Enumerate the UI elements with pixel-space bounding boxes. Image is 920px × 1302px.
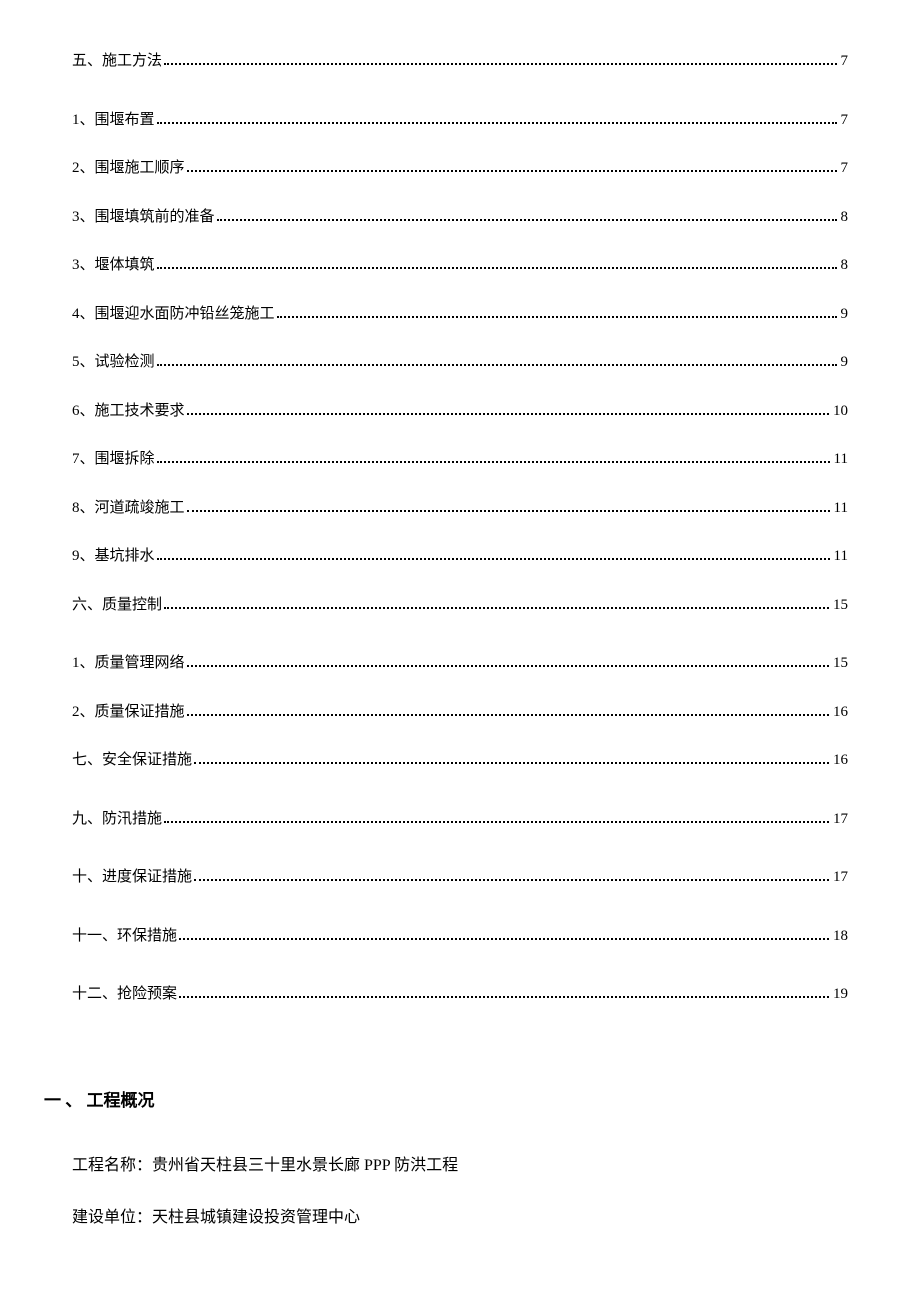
toc-leader-dots [157,558,830,560]
toc-title: 五、施工方法 [72,50,162,73]
toc-entry[interactable]: 1、围堰布置 7 [72,109,848,132]
toc-page-number: 7 [841,50,849,73]
toc-entry[interactable]: 十二、抢险预案 19 [72,983,848,1006]
toc-leader-dots [179,938,829,940]
toc-title: 4、围堰迎水面防冲铅丝笼施工 [72,303,275,326]
toc-page-number: 15 [833,652,848,675]
toc-title: 2、质量保证措施 [72,701,185,724]
toc-leader-dots [157,267,837,269]
toc-entry[interactable]: 5、试验检测 9 [72,351,848,374]
toc-page-number: 18 [833,925,848,948]
toc-entry[interactable]: 1、质量管理网络 15 [72,652,848,675]
toc-entry[interactable]: 七、安全保证措施 16 [72,749,848,772]
toc-title: 1、质量管理网络 [72,652,185,675]
toc-title: 2、围堰施工顺序 [72,157,185,180]
toc-page-number: 8 [841,206,849,229]
toc-page-number: 17 [833,808,848,831]
toc-title: 9、基坑排水 [72,545,155,568]
toc-title: 3、围堰填筑前的准备 [72,206,215,229]
toc-title: 十、进度保证措施 [72,866,192,889]
toc-leader-dots [194,879,829,881]
toc-entry[interactable]: 六、质量控制 15 [72,594,848,617]
toc-page-number: 9 [841,303,849,326]
toc-page-number: 10 [833,400,848,423]
toc-leader-dots [157,461,830,463]
toc-entry[interactable]: 3、堰体填筑 8 [72,254,848,277]
toc-page-number: 9 [841,351,849,374]
toc-leader-dots [187,170,837,172]
toc-entry[interactable]: 8、河道疏竣施工 11 [72,497,848,520]
toc-entry[interactable]: 九、防汛措施 17 [72,808,848,831]
toc-entry[interactable]: 7、围堰拆除 11 [72,448,848,471]
toc-page-number: 17 [833,866,848,889]
body-paragraph: 工程名称：贵州省天柱县三十里水景长廊 PPP 防洪工程 [72,1151,848,1181]
toc-entry[interactable]: 五、施工方法 7 [72,50,848,73]
toc-leader-dots [277,316,837,318]
toc-page-number: 16 [833,749,848,772]
toc-title: 5、试验检测 [72,351,155,374]
toc-title: 1、围堰布置 [72,109,155,132]
toc-entry[interactable]: 4、围堰迎水面防冲铅丝笼施工 9 [72,303,848,326]
toc-title: 六、质量控制 [72,594,162,617]
toc-leader-dots [187,510,830,512]
toc-leader-dots [157,122,837,124]
toc-entry[interactable]: 十、进度保证措施 17 [72,866,848,889]
toc-page-number: 11 [834,497,848,520]
toc-page-number: 8 [841,254,849,277]
toc-title: 九、防汛措施 [72,808,162,831]
toc-leader-dots [187,665,829,667]
toc-leader-dots [194,762,829,764]
toc-entry[interactable]: 十一、环保措施 18 [72,925,848,948]
toc-title: 6、施工技术要求 [72,400,185,423]
toc-entry[interactable]: 6、施工技术要求 10 [72,400,848,423]
toc-leader-dots [164,821,829,823]
toc-page-number: 7 [841,157,849,180]
toc-entry[interactable]: 2、围堰施工顺序 7 [72,157,848,180]
toc-page-number: 7 [841,109,849,132]
toc-entry[interactable]: 2、质量保证措施 16 [72,701,848,724]
toc-title: 3、堰体填筑 [72,254,155,277]
toc-title: 7、围堰拆除 [72,448,155,471]
toc-title: 8、河道疏竣施工 [72,497,185,520]
toc-leader-dots [187,413,829,415]
toc-leader-dots [164,63,836,65]
toc-page-number: 15 [833,594,848,617]
toc-page-number: 11 [834,545,848,568]
toc-leader-dots [179,996,829,998]
toc-entry[interactable]: 3、围堰填筑前的准备 8 [72,206,848,229]
table-of-contents: 五、施工方法 7 1、围堰布置 7 2、围堰施工顺序 7 3、围堰填筑前的准备 … [72,50,848,1006]
toc-page-number: 19 [833,983,848,1006]
toc-title: 十一、环保措施 [72,925,177,948]
toc-title: 七、安全保证措施 [72,749,192,772]
toc-page-number: 11 [834,448,848,471]
toc-entry[interactable]: 9、基坑排水 11 [72,545,848,568]
toc-leader-dots [187,714,829,716]
toc-leader-dots [217,219,837,221]
toc-title: 十二、抢险预案 [72,983,177,1006]
toc-leader-dots [157,364,837,366]
toc-leader-dots [164,607,829,609]
section-heading: 一 、 工程概况 [44,1086,848,1111]
toc-page-number: 16 [833,701,848,724]
body-paragraph: 建设单位：天柱县城镇建设投资管理中心 [72,1203,848,1233]
